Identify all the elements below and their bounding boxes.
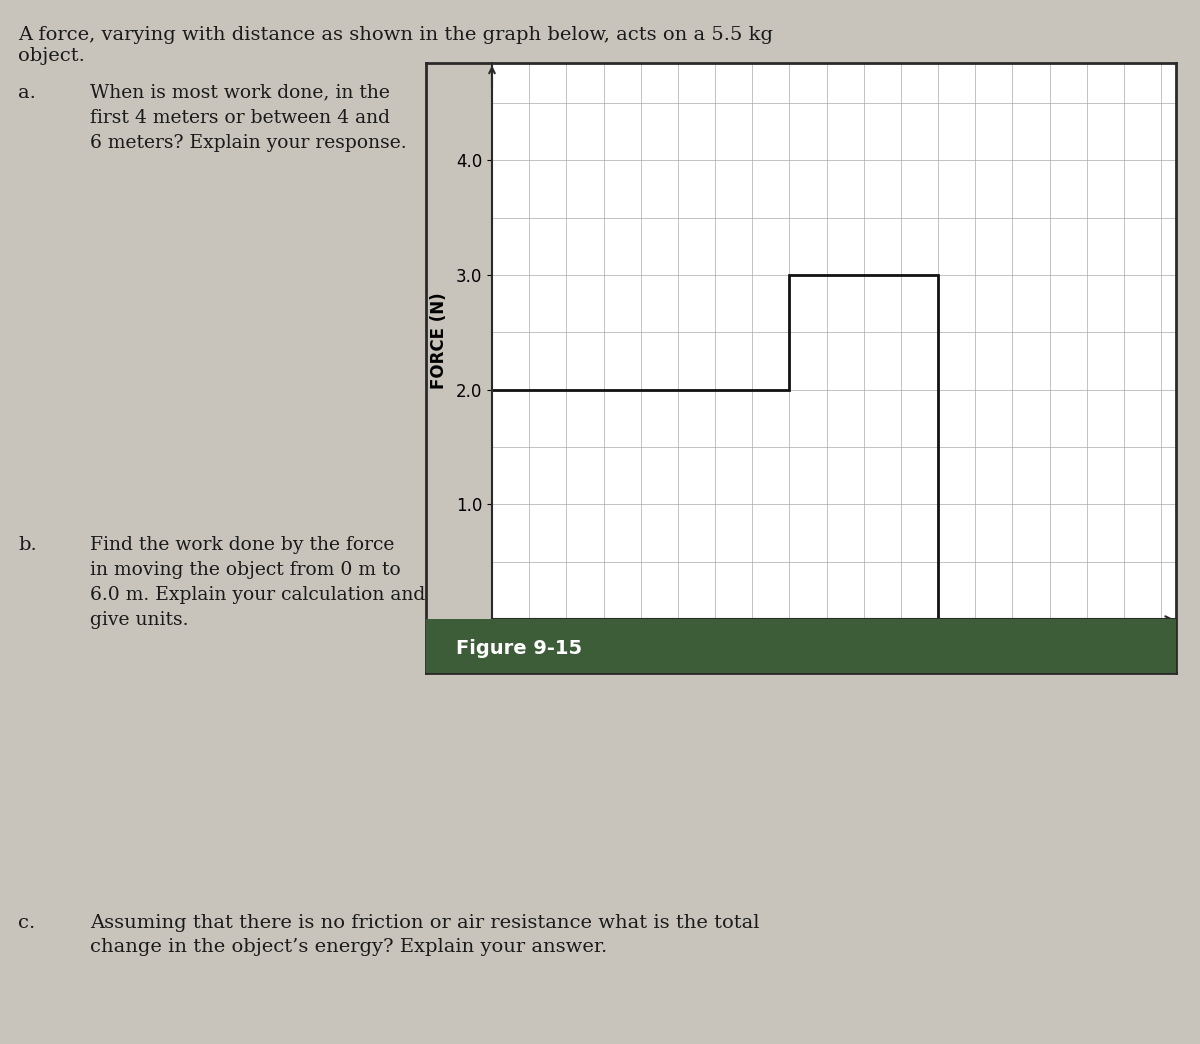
Text: c.: c. xyxy=(18,914,35,931)
Text: When is most work done, in the
first 4 meters or between 4 and
6 meters? Explain: When is most work done, in the first 4 m… xyxy=(90,84,407,151)
Text: Assuming that there is no friction or air resistance what is the total
change in: Assuming that there is no friction or ai… xyxy=(90,914,760,956)
Text: b.: b. xyxy=(18,536,37,553)
Text: A force, varying with distance as shown in the graph below, acts on a 5.5 kg
obj: A force, varying with distance as shown … xyxy=(18,26,773,65)
Y-axis label: FORCE (N): FORCE (N) xyxy=(430,292,448,389)
Text: Find the work done by the force
in moving the object from 0 m to
6.0 m. Explain : Find the work done by the force in movin… xyxy=(90,536,425,628)
Text: Figure 9-15: Figure 9-15 xyxy=(456,640,582,659)
Text: a.: a. xyxy=(18,84,36,101)
